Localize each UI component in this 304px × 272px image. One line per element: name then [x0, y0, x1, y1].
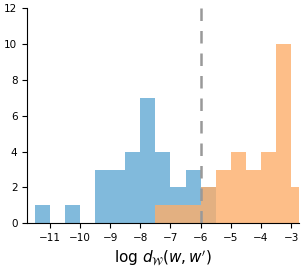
Bar [201, 187, 216, 223]
Bar [35, 205, 50, 223]
Bar [261, 152, 276, 223]
Bar [185, 169, 201, 223]
Bar [185, 205, 201, 223]
Bar [171, 187, 185, 223]
Bar [231, 152, 246, 223]
Bar [171, 205, 185, 223]
Bar [95, 169, 110, 223]
X-axis label: log $d_{\mathcal{W}}(w, w')$: log $d_{\mathcal{W}}(w, w')$ [114, 249, 212, 268]
Bar [155, 152, 171, 223]
Bar [140, 98, 155, 223]
Bar [246, 169, 261, 223]
Bar [276, 44, 291, 223]
Bar [65, 205, 80, 223]
Bar [125, 152, 140, 223]
Bar [216, 169, 231, 223]
Bar [291, 187, 304, 223]
Bar [201, 187, 216, 223]
Bar [110, 169, 125, 223]
Bar [155, 205, 171, 223]
